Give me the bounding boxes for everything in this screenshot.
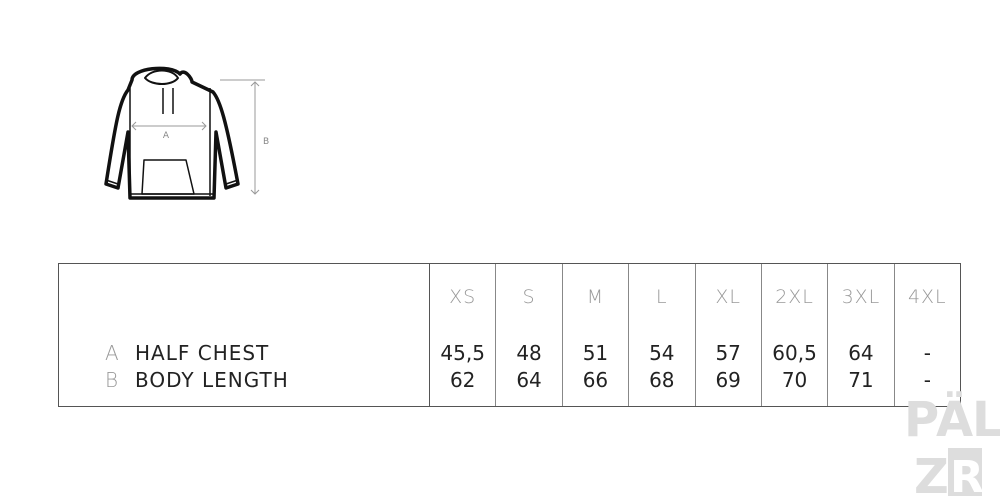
size-column-3xl: 3XL 64 71	[828, 264, 895, 406]
body-length-value: 66	[582, 368, 609, 392]
half-chest-value: 48	[516, 341, 542, 365]
hoodie-diagram: A B	[104, 66, 269, 200]
body-length-value: -	[923, 368, 931, 392]
size-header: 3XL	[841, 286, 881, 308]
size-header: 4XL	[907, 286, 947, 308]
half-chest-value: -	[923, 341, 931, 365]
body-length-value: 62	[449, 368, 476, 392]
label-b: B	[263, 137, 269, 147]
half-chest-value: 54	[649, 341, 675, 365]
svg-text:P: P	[904, 392, 939, 448]
body-length-value: 64	[516, 368, 542, 392]
size-column-4xl: 4XL - -	[895, 264, 960, 406]
size-header: XS	[449, 286, 477, 308]
svg-text:Z: Z	[914, 449, 949, 500]
row-key: B	[105, 368, 120, 392]
svg-text:L: L	[972, 392, 1000, 448]
half-chest-value: 64	[848, 341, 874, 365]
body-length-value: 70	[781, 368, 808, 392]
size-column-m: M 51 66	[563, 264, 630, 406]
size-column-s: S 48 64	[496, 264, 563, 406]
palzr-logo: P Ä L Z R	[904, 391, 1000, 500]
size-header: S	[522, 286, 536, 308]
size-table: A HALF CHEST B BODY LENGTH XS 45,5 62 S 48 …	[58, 263, 961, 407]
half-chest-value: 51	[582, 341, 609, 365]
body-length-value: 69	[715, 368, 741, 392]
size-column-xs: XS 45,5 62	[430, 264, 497, 406]
body-length-value: 71	[848, 368, 874, 392]
row-label: HALF CHEST	[135, 341, 270, 365]
size-header: XL	[715, 286, 741, 308]
half-chest-value: 45,5	[440, 341, 485, 365]
size-column-xl: XL 57 69	[696, 264, 762, 406]
size-column-2xl: 2XL 60,5 70	[762, 264, 829, 406]
svg-text:R: R	[950, 452, 984, 500]
svg-text:Ä: Ä	[936, 391, 973, 448]
body-length-value: 68	[649, 368, 675, 392]
label-a: A	[163, 131, 170, 141]
size-header: 2XL	[775, 286, 814, 308]
size-column-l: L 54 68	[629, 264, 696, 406]
half-chest-value: 60,5	[772, 341, 817, 365]
row-labels: A HALF CHEST B BODY LENGTH	[59, 264, 430, 406]
row-key: A	[105, 341, 120, 365]
half-chest-value: 57	[715, 341, 741, 365]
row-label-half-chest: A HALF CHEST	[105, 341, 269, 365]
size-header: M	[586, 286, 605, 308]
row-label-body-length: B BODY LENGTH	[105, 368, 289, 392]
size-header: L	[656, 286, 668, 308]
row-label: BODY LENGTH	[135, 368, 289, 392]
